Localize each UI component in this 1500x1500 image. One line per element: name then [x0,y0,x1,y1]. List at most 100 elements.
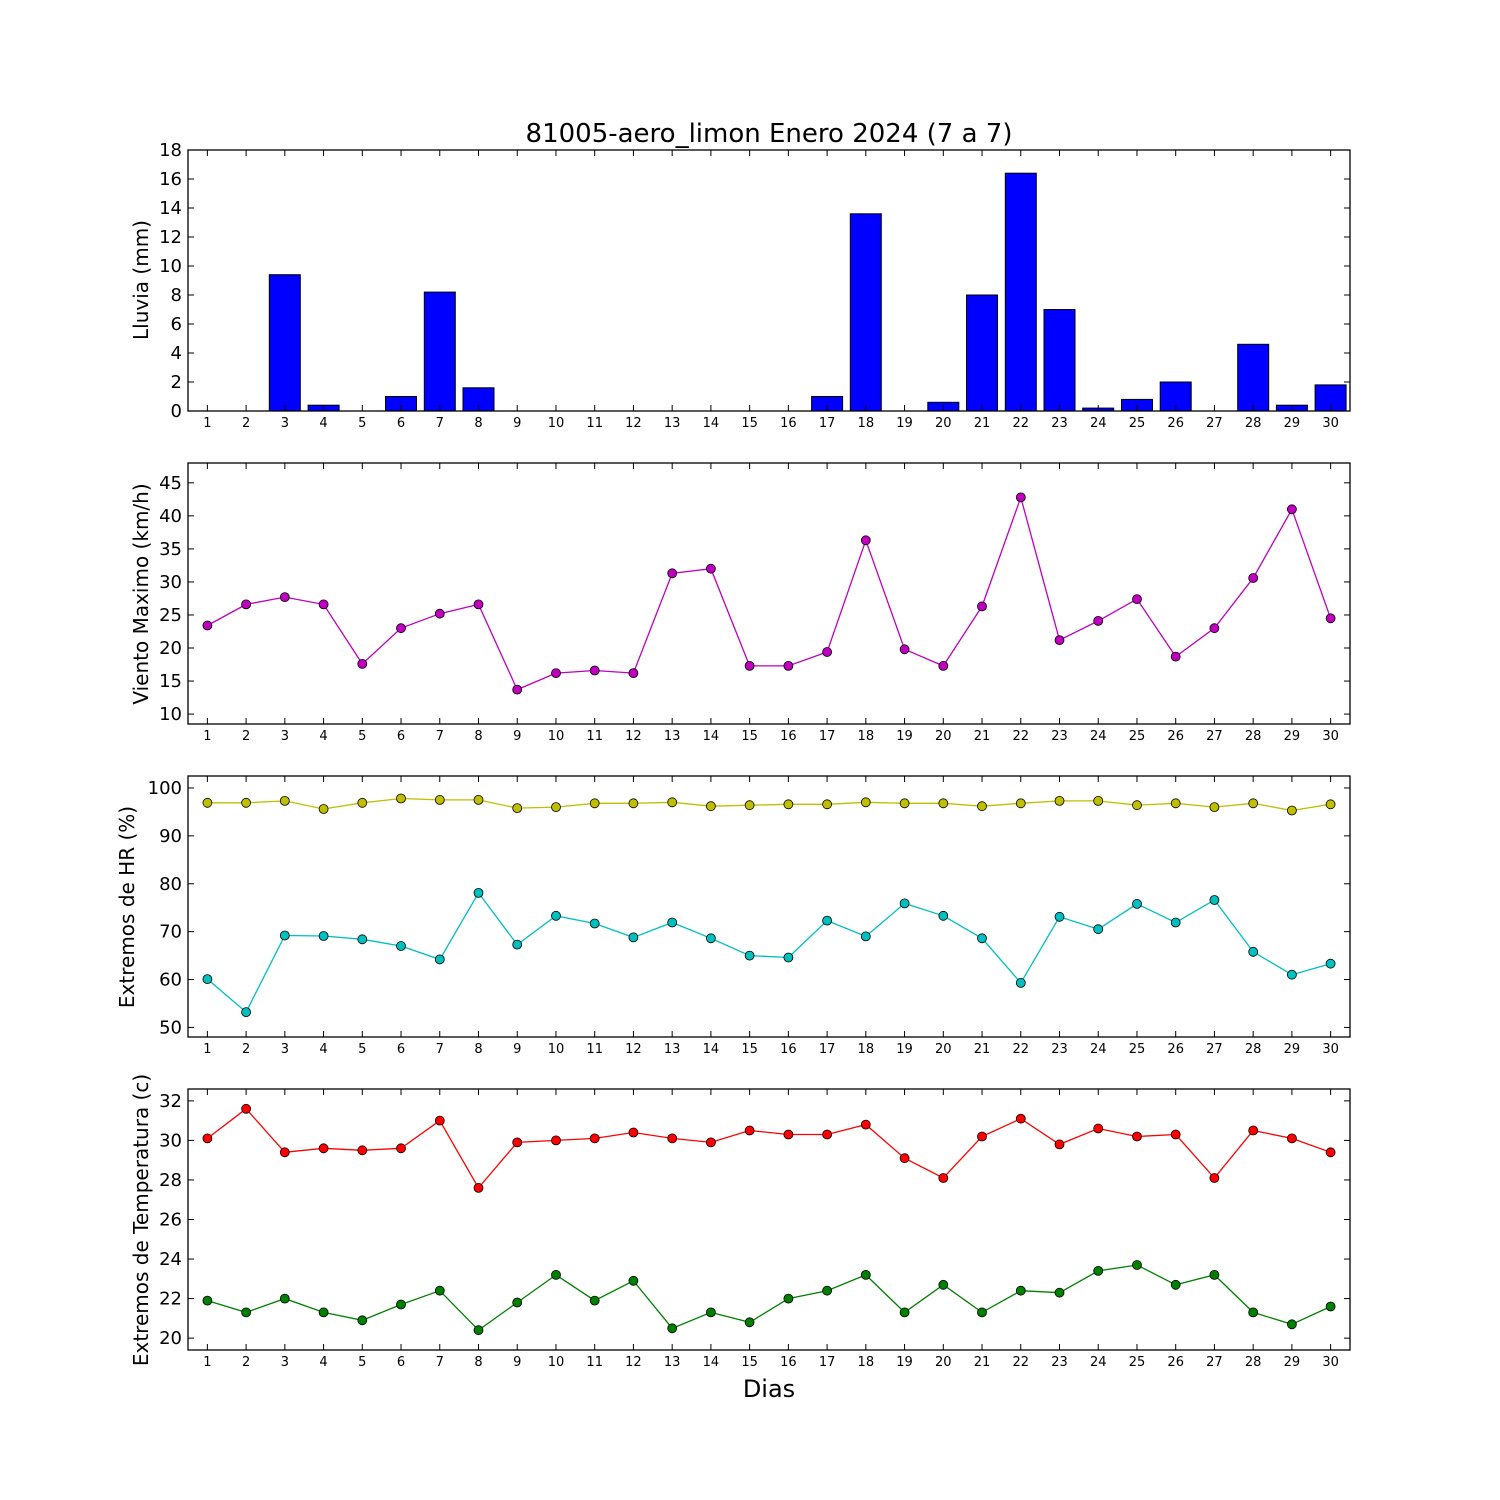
x-tick-label: 16 [780,1042,797,1057]
point-s1-day-19 [899,1153,910,1164]
x-tick-label: 1 [203,416,211,431]
x-tick-label: 3 [281,729,289,744]
point-s1-day-6 [396,793,406,804]
x-tick-label: 14 [703,416,720,431]
bar-day-21 [966,294,998,412]
y-tick-label: 2 [171,372,182,393]
y-tick-label: 4 [171,343,182,364]
x-tick-label: 16 [780,416,797,431]
x-tick-label: 6 [397,1042,405,1057]
y-tick-label: 20 [159,638,182,659]
point-s2-day-28 [1248,946,1259,957]
x-tick-label: 14 [703,1355,720,1370]
x-tick-label: 16 [780,729,797,744]
axes-frame [187,775,1351,1038]
point-s1-day-15 [744,661,755,671]
point-s2-day-4 [318,1307,329,1318]
x-tick-label: 29 [1284,416,1301,431]
x-tick-label: 19 [896,729,913,744]
x-tick-label: 12 [625,1042,642,1057]
point-s2-day-5 [357,934,368,945]
x-tick-label: 30 [1322,416,1339,431]
point-s1-day-16 [783,1129,794,1140]
x-tick-label: 5 [358,729,366,744]
point-s1-day-10 [551,1135,561,1146]
x-tick-label: 29 [1284,1042,1301,1057]
bar-day-28 [1237,343,1270,412]
x-tick-label: 6 [397,1355,405,1370]
x-tick-label: 29 [1284,1355,1301,1370]
x-tick-label: 5 [358,1355,366,1370]
point-s2-day-9 [512,1297,523,1308]
point-s1-day-15 [744,800,755,811]
panel-temperature: Extremos de Temperatura (c) 202224262830… [129,1074,1351,1370]
series-line-1 [207,1107,1331,1190]
x-tick-label: 26 [1167,1355,1184,1370]
y-tick-label: 45 [159,473,182,494]
point-s1-day-25 [1132,1131,1142,1142]
x-tick-label: 8 [474,1042,482,1057]
x-tick-label: 12 [625,416,642,431]
point-s1-day-2 [241,1103,252,1114]
point-s1-day-20 [938,661,949,671]
x-tick-label: 5 [358,1042,366,1057]
point-s1-day-27 [1209,1173,1220,1183]
x-tick-label: 9 [513,416,521,431]
y-tick-label: 12 [159,227,182,248]
point-s1-day-16 [783,661,794,671]
x-tick-label: 3 [281,1355,289,1370]
point-s1-day-6 [396,623,406,634]
point-s2-day-25 [1132,1260,1142,1270]
series-line-1 [207,495,1332,691]
point-s2-day-1 [202,1295,213,1306]
x-tick-label: 25 [1129,1042,1146,1057]
y-tick-label: 18 [159,140,182,161]
y-tick-label: 8 [171,285,182,306]
y-tick-label: 60 [159,970,182,991]
x-tick-label: 23 [1051,416,1068,431]
x-tick-label: 19 [896,1355,913,1370]
x-tick-label: 6 [397,416,405,431]
x-tick-label: 26 [1167,416,1184,431]
x-tick-label: 14 [703,729,720,744]
point-s1-day-19 [899,644,910,655]
y-tick-label: 15 [159,671,182,692]
point-s1-day-5 [357,1145,368,1156]
point-s2-day-3 [279,930,290,941]
point-s1-day-22 [1015,798,1026,809]
point-s2-day-27 [1209,1270,1220,1280]
point-s1-day-26 [1170,798,1181,809]
x-tick-label: 26 [1167,729,1184,744]
point-s2-day-27 [1209,895,1220,905]
x-tick-label: 18 [858,729,875,744]
point-s1-day-7 [434,1115,445,1126]
x-tick-label: 30 [1322,1355,1339,1370]
x-tick-label: 2 [242,729,250,744]
point-s1-day-14 [706,1137,716,1148]
point-s2-day-7 [434,1285,445,1296]
point-s2-day-16 [783,952,794,963]
x-tick-label: 7 [436,729,444,744]
y-tick-label: 22 [159,1289,182,1310]
x-tick-label: 16 [780,1355,797,1370]
x-tick-label: 9 [513,1042,521,1057]
point-s2-day-14 [706,1307,716,1318]
point-s2-day-21 [977,1307,987,1318]
point-s2-day-16 [783,1293,794,1304]
point-s2-day-25 [1132,899,1142,909]
x-tick-label: 18 [858,1042,875,1057]
x-tick-label: 30 [1322,729,1339,744]
point-s1-day-4 [318,599,329,610]
x-tick-label: 24 [1090,1355,1107,1370]
x-tick-label: 8 [474,1355,482,1370]
y-tick-label: 24 [159,1249,182,1270]
x-tick-label: 29 [1284,729,1301,744]
point-s2-day-15 [744,950,755,961]
point-s1-day-7 [434,795,445,805]
point-s1-day-28 [1248,798,1259,809]
x-tick-label: 19 [896,416,913,431]
x-tick-label: 28 [1245,1042,1262,1057]
point-s1-day-29 [1287,805,1297,816]
x-tick-label: 13 [664,729,681,744]
